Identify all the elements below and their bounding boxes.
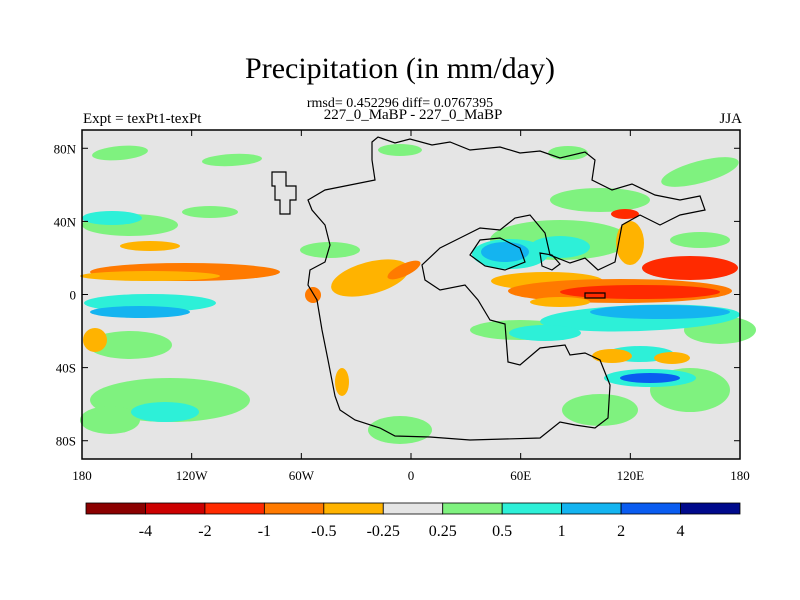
colorbar-swatch	[442, 502, 503, 515]
anomaly-blob	[90, 306, 190, 318]
anomaly-blob	[82, 211, 142, 225]
case-subtitle: 227_0_MaBP - 227_0_MaBP	[323, 107, 503, 123]
colorbar-label: 0.5	[492, 523, 512, 540]
anomaly-blob	[92, 145, 148, 161]
anomaly-blob	[654, 352, 690, 364]
island-chain-outline	[271, 171, 297, 215]
y-tick-label: 40S	[56, 361, 76, 376]
x-tick-label: 120E	[617, 468, 645, 483]
anomaly-blob	[120, 241, 180, 251]
colorbar-swatch	[561, 502, 622, 515]
anomaly-blob	[550, 188, 650, 212]
chart-title: Precipitation (in mm/day)	[245, 52, 555, 85]
anomaly-blob	[182, 206, 238, 218]
colorbar-label: -1	[258, 523, 271, 540]
x-tick-label: 60E	[510, 468, 531, 483]
colorbar-swatch	[263, 502, 325, 515]
anomaly-blob	[530, 297, 590, 307]
anomaly-blob	[387, 260, 421, 280]
anomaly-blob	[620, 373, 680, 383]
anomaly-blob	[83, 328, 107, 352]
y-tick-label: 0	[70, 288, 77, 303]
y-axis: 80N 40N 0 40S 80S	[54, 141, 740, 449]
anomaly-blob	[80, 406, 140, 434]
colorbar-label: 2	[617, 523, 625, 540]
anomaly-fields	[80, 144, 756, 444]
colorbar-swatch	[204, 502, 265, 515]
colorbar-label: -2	[198, 523, 211, 540]
stats-subtitle: rmsd= 0.452296 diff= 0.0767395	[306, 96, 494, 111]
x-tick-label: 180	[730, 468, 750, 483]
anomaly-blob	[661, 157, 739, 187]
anomaly-blob	[335, 368, 349, 396]
inland-basin-outline	[469, 237, 526, 271]
anomaly-blob	[592, 349, 632, 363]
colorbar-label: -0.5	[311, 523, 336, 540]
x-tick-label: 120W	[176, 468, 209, 483]
experiment-label: Expt = texPt1-texPt	[83, 111, 202, 127]
colorbar-swatch	[145, 502, 206, 515]
anomaly-blob	[616, 221, 644, 265]
anomaly-blob	[131, 402, 199, 422]
colorbar-label: 0.25	[429, 523, 457, 540]
y-tick-label: 80N	[54, 141, 77, 156]
anomaly-blob	[670, 232, 730, 248]
anomaly-blob	[368, 416, 432, 444]
x-tick-label: 180	[72, 468, 92, 483]
inlet-outline	[539, 252, 561, 271]
island-outline	[584, 292, 606, 299]
anomaly-blob	[80, 271, 220, 281]
y-tick-label: 40N	[54, 214, 77, 229]
anomaly-blob	[548, 146, 588, 160]
anomaly-blob	[590, 305, 730, 319]
colorbar-swatch	[501, 502, 563, 515]
colorbar-swatch	[382, 502, 444, 515]
anomaly-blob	[642, 256, 738, 280]
anomaly-blob	[509, 325, 581, 341]
anomaly-blob	[300, 242, 360, 258]
anomaly-blob	[305, 287, 321, 303]
anomaly-blob	[88, 331, 172, 359]
colorbar: -4 -2 -1 -0.5 -0.25 0.25 0.5 1 2 4	[85, 502, 741, 540]
season-label: JJA	[719, 111, 742, 127]
colorbar-label: -4	[139, 523, 152, 540]
anomaly-blob	[560, 285, 720, 299]
anomaly-blob	[611, 209, 639, 219]
x-axis: 180 120W 60W 0 60E 120E 180	[72, 130, 750, 483]
colorbar-swatch	[85, 502, 146, 515]
colorbar-swatch	[323, 502, 384, 515]
colorbar-label: 1	[558, 523, 566, 540]
continent-outline	[307, 136, 706, 441]
anomaly-blob	[562, 394, 638, 426]
anomaly-blob	[530, 236, 590, 258]
anomaly-blob	[378, 144, 422, 156]
map-plot-area	[80, 129, 756, 460]
colorbar-swatch	[620, 502, 681, 515]
anomaly-blob	[331, 259, 409, 297]
colorbar-label: 4	[677, 523, 685, 540]
y-tick-label: 80S	[56, 434, 76, 449]
anomaly-blob	[202, 153, 262, 167]
continent-outlines	[271, 136, 706, 441]
colorbar-swatch	[680, 502, 741, 515]
x-tick-label: 0	[408, 468, 415, 483]
x-tick-label: 60W	[289, 468, 315, 483]
colorbar-label: -0.25	[367, 523, 400, 540]
